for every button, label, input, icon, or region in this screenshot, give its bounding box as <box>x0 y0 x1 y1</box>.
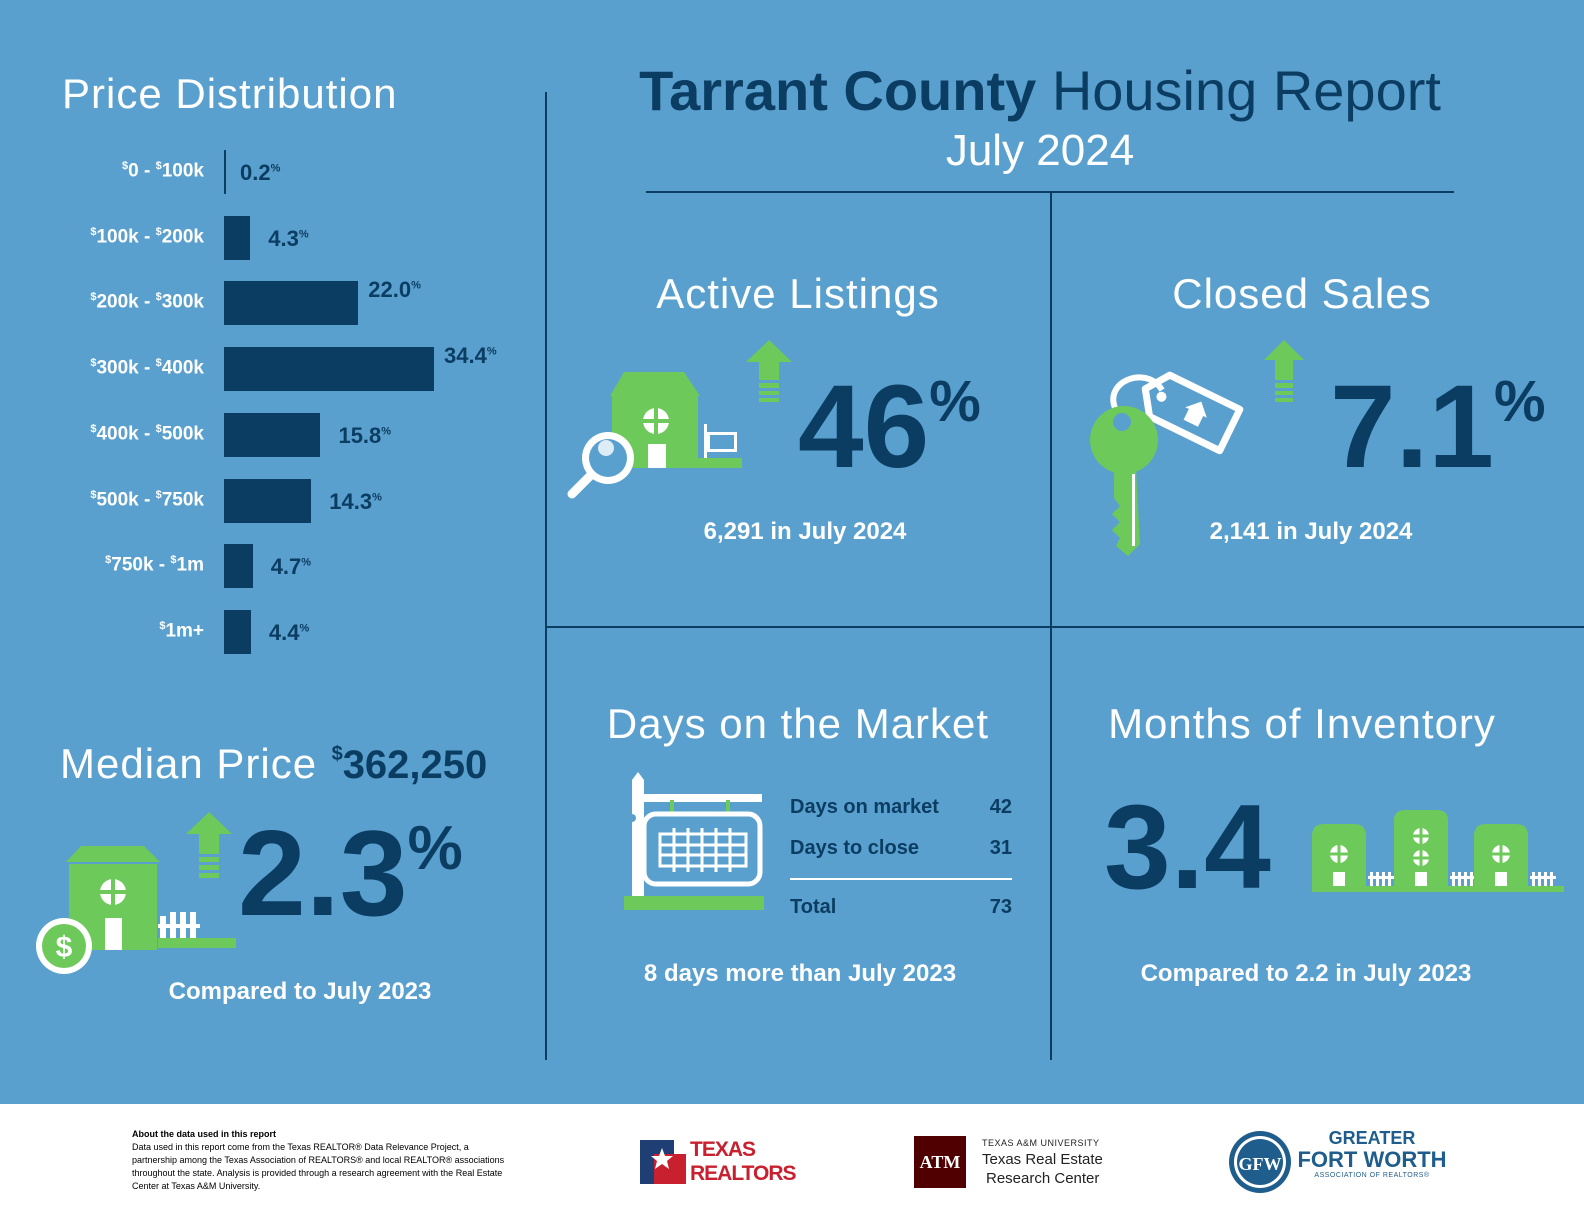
dom-row-total: Total 73 <box>790 896 1012 919</box>
price-bucket-label: $1m+ <box>159 619 204 642</box>
dom-total-rule <box>790 878 1012 880</box>
months-inventory-value: 3.4 <box>1104 780 1271 914</box>
price-bar <box>224 412 321 457</box>
price-bucket-label: $500k - $750k <box>90 488 204 510</box>
closed-sales-title: Closed Sales <box>1172 270 1432 317</box>
median-price-heading: Median Price $362,250 <box>60 740 487 788</box>
price-bar-value: 4.7% <box>270 554 312 580</box>
inventory-houses-icon <box>1312 810 1564 892</box>
note-body: Data used in this report come from the T… <box>132 1142 505 1191</box>
median-house-icon: $ <box>36 846 236 974</box>
title-light: Housing Report <box>1051 59 1441 122</box>
months-inventory-caption: Compared to 2.2 in July 2023 <box>1140 960 1472 987</box>
dom-row-value: 42 <box>989 796 1012 818</box>
active-listings-title: Active Listings <box>656 270 940 317</box>
active-listings-house-icon <box>567 372 742 499</box>
price-bucket-label: $300k - $400k <box>90 357 204 379</box>
median-change-unit: % <box>407 814 463 883</box>
active-listings-change-unit: % <box>929 369 981 434</box>
middle-rule <box>546 626 1584 628</box>
price-bucket-label: $400k - $500k <box>90 422 204 445</box>
report-title: Tarrant County Housing Report <box>540 58 1540 123</box>
report-body: Tarrant County Housing Report July 2024 … <box>0 0 1584 1104</box>
price-bar-value: 4.3% <box>268 225 309 251</box>
median-change-value: 2.3 <box>238 805 408 941</box>
price-bar-value: 14.3% <box>329 488 382 514</box>
median-up-arrow-icon <box>186 812 232 878</box>
dom-row-label: Days to close <box>790 837 919 859</box>
title-bold: Tarrant County <box>639 59 1037 122</box>
days-on-market-title: Days on the Market <box>606 700 990 747</box>
gfw-word-2: FORT WORTH <box>1297 1147 1447 1172</box>
texas-realtors-logo-mark <box>640 1140 686 1184</box>
left-divider <box>545 92 547 1060</box>
report-date: July 2024 <box>945 126 1135 175</box>
price-bucket-label: $100k - $200k <box>90 225 204 248</box>
closed-sales-caption: 2,141 in July 2024 <box>1209 518 1413 545</box>
days-on-market-caption: 8 days more than July 2023 <box>643 960 957 987</box>
dom-total-value: 73 <box>989 896 1012 918</box>
median-change: 2.3% <box>238 808 463 938</box>
price-bar-value: 34.4% <box>444 343 497 369</box>
dom-row-days-on-market: Days on market 42 <box>790 796 1012 819</box>
gfw-word-1: GREATER <box>1328 1128 1416 1148</box>
tamu-logo: ATM TEXAS A&M UNIVERSITY Texas Real Esta… <box>914 1136 1114 1192</box>
price-bar <box>224 150 226 194</box>
tamu-university: TEXAS A&M UNIVERSITY <box>982 1138 1100 1148</box>
dom-row-days-to-close: Days to close 31 <box>790 837 1012 860</box>
texas-realtors-logo: TEXAS REALTORS <box>640 1138 797 1186</box>
price-bar <box>224 544 253 589</box>
median-caption: Compared to July 2023 <box>168 978 432 1005</box>
closed-sales-change-unit: % <box>1494 369 1546 434</box>
price-bar-value: 4.4% <box>268 619 310 645</box>
gfw-word-3: ASSOCIATION OF REALTORS® <box>1314 1172 1430 1179</box>
price-bar <box>224 609 251 654</box>
calendar-sign-icon <box>624 772 764 910</box>
price-bucket-label: $750k - $1m <box>105 554 204 576</box>
active-listings-change: 46% <box>798 364 981 490</box>
gfw-logo-mark: GFW <box>1229 1131 1291 1193</box>
note-title: About the data used in this report <box>132 1129 277 1139</box>
price-bar <box>224 215 251 260</box>
closed-sales-change-value: 7.1 <box>1330 361 1495 493</box>
closed-sales-key-icon <box>1090 371 1244 556</box>
dom-row-value: 31 <box>989 837 1012 859</box>
svg-text:$: $ <box>56 931 73 964</box>
tamu-center-line-1: Texas Real Estate <box>982 1151 1103 1168</box>
price-distribution-title: Price Distribution <box>62 70 398 117</box>
closed-sales-change: 7.1% <box>1330 364 1546 490</box>
tamu-logo-mark: ATM <box>914 1136 966 1188</box>
price-bar-value: 0.2% <box>240 160 281 185</box>
data-source-note: About the data used in this report Data … <box>132 1128 512 1193</box>
active-listings-caption: 6,291 in July 2024 <box>703 518 907 545</box>
closed-sales-up-arrow-icon <box>1264 340 1304 402</box>
dom-row-label: Days on market <box>790 796 939 818</box>
dom-total-label: Total <box>790 896 837 918</box>
price-bucket-label: $0 - $100k <box>122 160 204 182</box>
median-price-label: Median Price <box>60 740 318 787</box>
months-inventory-title: Months of Inventory <box>1108 700 1496 747</box>
texas-realtors-word-2: REALTORS <box>690 1162 797 1185</box>
price-bar-value: 15.8% <box>338 422 392 448</box>
gfw-mark-text: GFW <box>1239 1154 1282 1174</box>
price-bucket-label: $200k - $300k <box>90 291 204 313</box>
median-price-value: 362,250 <box>342 743 488 787</box>
texas-realtors-word-1: TEXAS <box>690 1138 756 1161</box>
price-bar <box>224 478 312 523</box>
price-bar <box>224 281 359 326</box>
active-listings-up-arrow-icon <box>746 340 792 402</box>
gfw-logo: GFW GREATER FORT WORTH ASSOCIATION OF RE… <box>1228 1128 1468 1196</box>
tamu-center-line-2: Research Center <box>986 1170 1100 1187</box>
active-listings-change-value: 46 <box>798 361 930 493</box>
price-bar-value: 22.0% <box>368 277 421 303</box>
median-currency: $ <box>331 743 343 765</box>
price-bar <box>224 347 434 392</box>
